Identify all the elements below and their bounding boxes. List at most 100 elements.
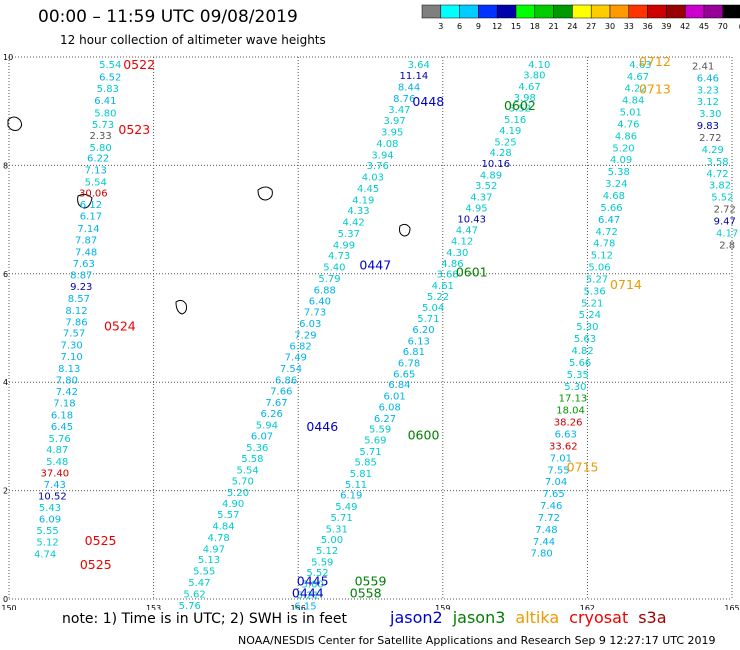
swh-value: 5.54 [85, 177, 107, 188]
swh-value: 7.87 [75, 235, 97, 246]
pass-time-label: 0447 [359, 257, 391, 272]
swh-value: 5.58 [241, 454, 263, 465]
swh-value: 6.15 [294, 601, 316, 610]
swh-value: 3.76 [367, 161, 389, 172]
swh-value: 5.47 [188, 578, 210, 589]
swh-value: 7.65 [543, 489, 565, 500]
swh-value: 3.52 [509, 104, 531, 115]
swh-value: 7.48 [75, 247, 97, 258]
swh-value: 7.44 [533, 537, 555, 548]
pass-time-label: 0444 [292, 585, 324, 600]
swh-value: 7.46 [540, 501, 562, 512]
credit-line: NOAA/NESDIS Center for Satellite Applica… [238, 634, 716, 647]
swh-value: 4.37 [470, 193, 492, 204]
swh-value: 4.72 [706, 169, 728, 180]
scale-label: 33 [624, 22, 634, 31]
swh-value: 4.45 [357, 184, 379, 195]
pass-time-label: 0713 [639, 81, 671, 96]
x-tick-label: 162 [580, 604, 595, 610]
swh-value: 4.63 [629, 60, 651, 71]
swh-value: 4.47 [456, 226, 478, 237]
swh-value: 5.48 [46, 457, 68, 468]
scale-label: 42 [680, 22, 690, 31]
swh-value: 6.19 [340, 491, 362, 502]
satellite-jason2: jason2 [390, 608, 443, 627]
swh-value: 4.99 [333, 240, 355, 251]
swh-value: 6.03 [299, 319, 321, 330]
pass-time-label: 0601 [456, 265, 488, 280]
swh-value: 7.42 [56, 387, 78, 398]
scale-label: 21 [549, 22, 559, 31]
swh-value: 18.04 [556, 406, 585, 417]
swh-value: 5.12 [591, 251, 613, 262]
x-tick-label: 165 [724, 604, 739, 610]
scale-label: 15 [511, 22, 521, 31]
swh-value: 5.01 [620, 108, 642, 119]
swh-value: 5.54 [236, 465, 258, 476]
y-tick-label: 0 [3, 595, 8, 604]
swh-value: 4.12 [451, 237, 473, 248]
swh-value: 5.12 [316, 546, 338, 557]
scale-label: 36 [643, 22, 653, 31]
swh-value: 4.90 [222, 499, 244, 510]
swh-value: 6.41 [94, 96, 116, 107]
swh-value: 4.78 [208, 533, 230, 544]
x-tick-label: 150 [1, 604, 16, 610]
swh-value: 4.33 [347, 206, 369, 217]
swh-value: 6.84 [388, 380, 410, 391]
swh-value: 3.94 [371, 150, 393, 161]
swh-value: 5.59 [311, 557, 333, 568]
pass-time-label: 0600 [408, 428, 440, 443]
swh-value: 4.10 [528, 60, 550, 71]
swh-value: 5.71 [417, 314, 439, 325]
swh-value: 7.57 [63, 329, 85, 340]
swh-value: 5.36 [246, 443, 268, 454]
swh-value: 6.82 [289, 342, 311, 353]
swh-value: 6.81 [403, 347, 425, 358]
swh-value: 7.13 [85, 166, 107, 177]
swh-value: 7.18 [53, 399, 75, 410]
x-tick-label: 156 [291, 604, 306, 610]
swh-value: 9.47 [714, 216, 736, 227]
page-subtitle: 12 hour collection of altimeter wave hei… [60, 33, 326, 47]
swh-value: 7.66 [270, 387, 292, 398]
swh-value: 6.63 [555, 429, 577, 440]
swh-value: 5.76 [48, 434, 70, 445]
swh-value: 30.06 [79, 188, 108, 199]
swh-value: 6.86 [275, 375, 297, 386]
swh-value: 5.37 [338, 229, 360, 240]
scale-label: 9 [476, 22, 481, 31]
swh-value: 6.40 [309, 297, 331, 308]
swh-value: 10.52 [38, 491, 67, 502]
swh-value: 8.44 [398, 83, 420, 94]
swh-value: 5.21 [581, 298, 603, 309]
swh-value: 5.79 [318, 274, 340, 285]
swh-value: 3.64 [408, 60, 430, 71]
swh-value: 4.68 [603, 191, 625, 202]
swh-value: 5.55 [36, 526, 58, 537]
swh-value: 6.46 [697, 73, 719, 84]
swh-value: 5.69 [364, 435, 386, 446]
swh-value: 6.47 [598, 215, 620, 226]
page-title: 00:00 – 11:59 UTC 09/08/2019 [38, 7, 298, 27]
swh-value: 3.47 [388, 105, 410, 116]
swh-value: 4.17 [716, 228, 738, 239]
swh-value: 10.16 [481, 159, 510, 170]
swh-value: 3.80 [523, 71, 545, 82]
swh-value: 6.65 [393, 369, 415, 380]
swh-value: 4.19 [352, 195, 374, 206]
island-outline [7, 116, 23, 131]
swh-value: 8.76 [393, 94, 415, 105]
swh-value: 6.78 [398, 358, 420, 369]
swh-value: 7.73 [304, 308, 326, 319]
swh-value: 5.80 [94, 109, 116, 120]
swh-value: 4.67 [627, 72, 649, 83]
pass-time-label: 0445 [297, 573, 329, 588]
scale-label: 39 [661, 22, 671, 31]
swh-value: 5.49 [335, 502, 357, 513]
swh-value: 6.45 [51, 422, 73, 433]
swh-value: 5.20 [227, 488, 249, 499]
scale-unit: (ft) [739, 22, 740, 31]
swh-value: 2.8 [719, 240, 735, 251]
